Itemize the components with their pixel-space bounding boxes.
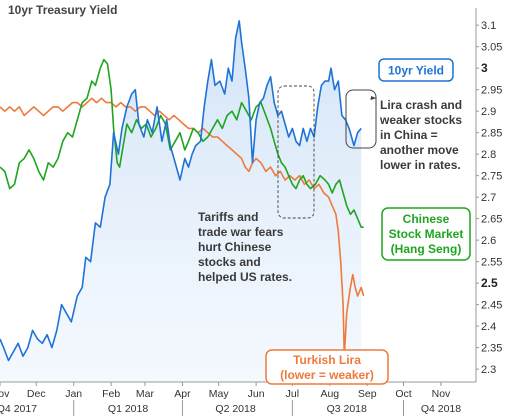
y-tick-label: 2.4 <box>481 321 496 333</box>
x-tick-label: Dec <box>27 388 46 400</box>
x-tick-label: Feb <box>102 388 120 400</box>
x-tick-label: Nov <box>0 388 10 400</box>
x-tick-label: May <box>209 388 230 400</box>
label-box-turkish-lira <box>265 349 389 385</box>
y-tick-label: 2.65 <box>481 214 502 226</box>
y-tick-label: 2.3 <box>481 364 496 376</box>
quarter-label: Q1 2018 <box>108 403 148 415</box>
x-tick-label: Jul <box>286 388 299 400</box>
label-line: Stock Market <box>389 227 464 241</box>
y-tick-label: 2.9 <box>481 106 496 118</box>
y-tick-label: 3 <box>481 61 488 75</box>
annotation-line: helped US rates. <box>198 270 292 284</box>
tariffs-highlight-box <box>277 85 315 219</box>
label-box-10yr-yield <box>378 58 454 82</box>
x-tick-label: Oct <box>395 388 411 400</box>
y-tick-label: 2.55 <box>481 257 502 269</box>
quarter-label: Q4 2017 <box>0 403 37 415</box>
label-line: Turkish Lira <box>293 353 361 367</box>
x-axis-ticks: Nov Dec Jan Feb Mar Apr May Jun Jul Aug Sep Oct Nov <box>0 382 451 400</box>
annotation-line: another move <box>380 143 459 157</box>
quarter-label: Q2 2018 <box>215 403 255 415</box>
label-box-hang-seng <box>381 207 471 261</box>
annotation-line: lower in rates. <box>380 158 461 172</box>
y-tick-label: 2.6 <box>481 235 496 247</box>
annotation-line: stocks and <box>198 255 261 269</box>
lira-crash-arrow-head <box>371 96 376 100</box>
label-line: (Hang Seng) <box>391 242 462 256</box>
y-tick-label: 3.05 <box>481 42 502 54</box>
y-tick-label: 3.1 <box>481 20 496 32</box>
x-tick-label: Nov <box>432 388 451 400</box>
y-tick-label: 2.95 <box>481 85 502 97</box>
y-tick-label: 2.8 <box>481 149 496 161</box>
quarter-ticks: Q4 2017 Q1 2018 Q2 2018 Q3 2018 Q4 2018 <box>0 400 461 416</box>
annotation-line: weaker stocks <box>379 113 462 127</box>
series-line-hang-seng <box>0 58 364 228</box>
y-tick-label: 2.75 <box>481 171 502 183</box>
annotation-line: Tariffs and <box>198 210 258 224</box>
annotation-line: in China = <box>380 128 438 142</box>
annotation-line: hurt Chinese <box>198 240 272 254</box>
y-tick-label: 2.45 <box>481 300 502 312</box>
y-tick-label: 2.5 <box>481 276 498 290</box>
quarter-label: Q4 2018 <box>421 403 461 415</box>
annotation-line: trade war fears <box>198 225 284 239</box>
label-10yr-yield: 10yr Yield <box>388 64 444 78</box>
y-tick-label: 2.7 <box>481 192 496 204</box>
series-area-10yr-yield <box>0 20 362 383</box>
quarter-label: Q3 2018 <box>327 403 367 415</box>
label-turkish-lira: Turkish Lira(lower = weaker) <box>280 353 374 382</box>
x-tick-label: Mar <box>136 388 155 400</box>
x-tick-label: Aug <box>320 388 339 400</box>
y-tick-label: 2.85 <box>481 128 502 140</box>
series-line-turkish-lira <box>0 97 365 357</box>
chart-title: 10yr Treasury Yield <box>8 3 117 17</box>
label-line: (lower = weaker) <box>280 368 374 382</box>
plot-area <box>0 20 365 383</box>
x-tick-label: Sep <box>358 388 377 400</box>
x-tick-label: Apr <box>174 388 191 400</box>
y-axis-ticks: 2.3 2.35 2.4 2.45 2.5 2.55 2.6 2.65 2.7 2.75 2.8 2.… <box>476 20 502 376</box>
annotation-line: Lira crash and <box>380 98 462 112</box>
x-tick-label: Jan <box>65 388 82 400</box>
lira-crash-highlight-box <box>345 89 377 149</box>
label-line: Chinese <box>403 212 450 226</box>
y-tick-label: 2.35 <box>481 343 502 355</box>
x-tick-label: Jun <box>248 388 265 400</box>
series-line-10yr-yield <box>0 20 362 362</box>
